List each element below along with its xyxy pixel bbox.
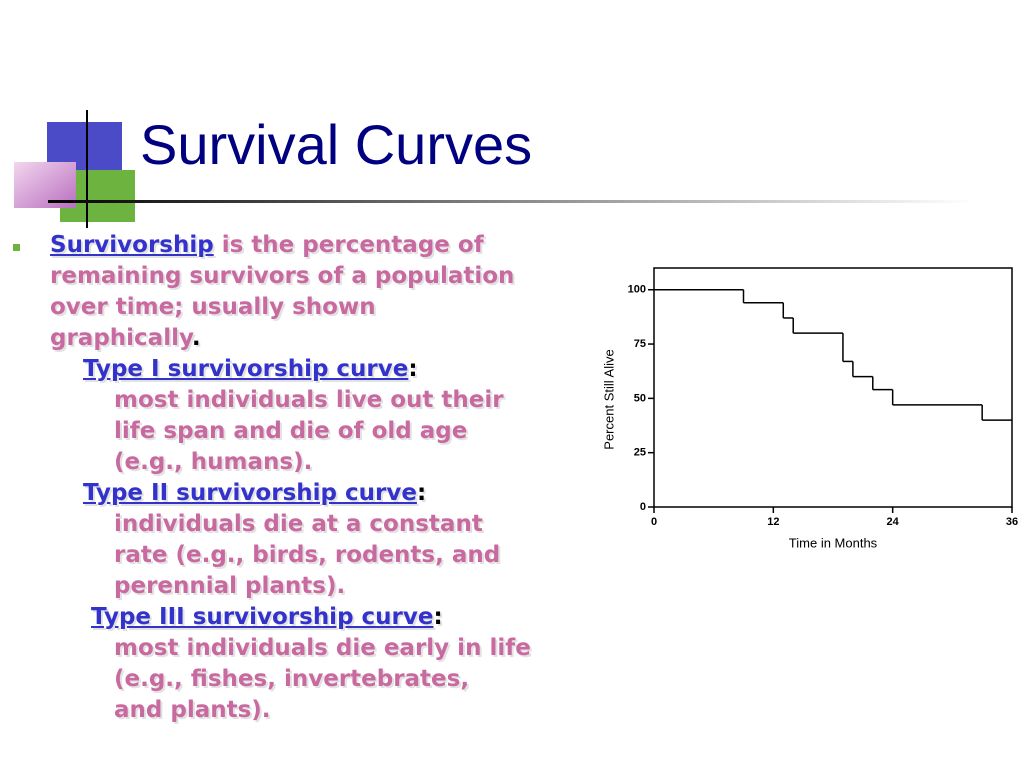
y-tick-label: 75 — [634, 338, 646, 350]
y-tick-label: 25 — [634, 447, 646, 459]
text-line: most individuals die early in life — [114, 635, 531, 661]
text: is the percentage of — [221, 232, 484, 258]
text-line: Survivorship is the percentage of — [50, 230, 484, 261]
text-line: (e.g., fishes, invertebrates, — [114, 666, 470, 692]
y-axis-label: Percent Still Alive — [601, 349, 616, 449]
x-axis-label: Time in Months — [789, 535, 878, 550]
text-line: (e.g., humans). — [114, 449, 313, 475]
x-tick-label: 0 — [651, 516, 657, 528]
separator: : — [433, 604, 443, 630]
type-heading: Type III survivorship curve — [91, 604, 434, 630]
text-line: over time; usually shown — [50, 294, 376, 320]
x-tick-label: 24 — [887, 516, 900, 528]
separator: : — [408, 356, 418, 382]
type-heading: Type II survivorship curve — [83, 480, 417, 506]
x-tick-label: 36 — [1006, 516, 1018, 528]
text-line: life span and die of old age — [114, 418, 468, 444]
text-line: graphically. — [50, 323, 201, 354]
y-tick-label: 0 — [640, 501, 646, 513]
y-tick-label: 50 — [634, 392, 646, 404]
type-heading-line: Type III survivorship curve: — [91, 602, 443, 633]
text-line: perennial plants). — [114, 573, 346, 599]
decor-rule — [48, 200, 973, 203]
text: . — [191, 325, 201, 351]
slide-title: Survival Curves — [140, 113, 533, 176]
term: Survivorship — [50, 232, 214, 258]
text-line: most individuals live out their — [114, 387, 504, 413]
plot-frame — [653, 267, 1013, 508]
text-line: rate (e.g., birds, rodents, and — [114, 542, 501, 568]
x-tick-label: 12 — [767, 516, 779, 528]
separator: : — [416, 480, 427, 506]
text-line: and plants). — [114, 697, 271, 723]
text-line: individuals die at a constant — [114, 511, 483, 537]
type-heading-line: Type I survivorship curve: — [83, 354, 418, 385]
bullet — [13, 244, 20, 251]
type-heading: Type I survivorship curve — [83, 356, 409, 382]
text: graphically — [50, 325, 192, 351]
y-tick-label: 100 — [628, 284, 646, 296]
text-line: remaining survivors of a population — [50, 263, 515, 289]
type-heading-line: Type II survivorship curve: — [83, 478, 426, 509]
